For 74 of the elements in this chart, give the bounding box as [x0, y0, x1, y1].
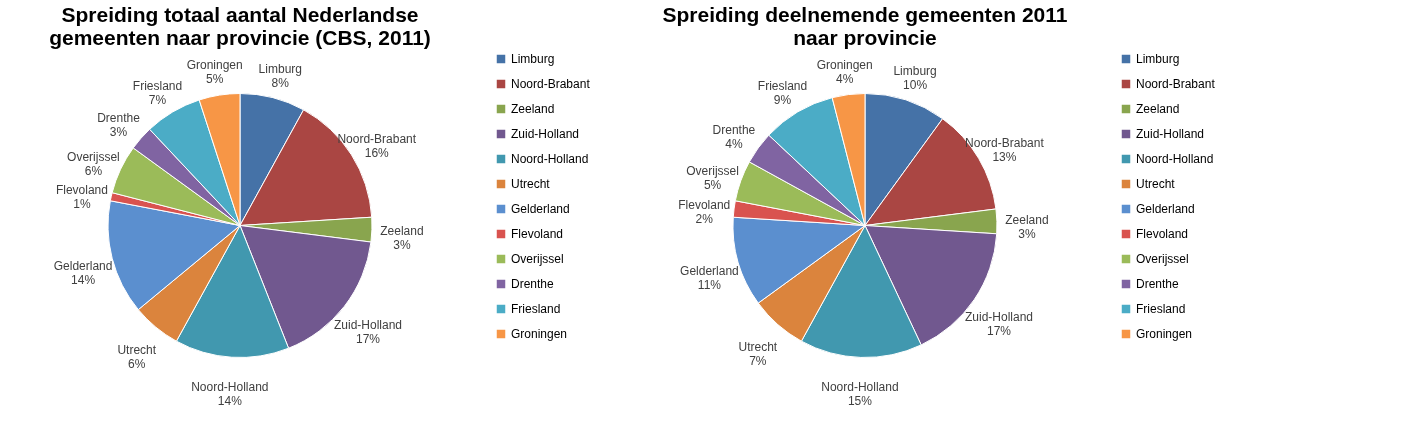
- slice-label: Utrecht: [738, 340, 778, 355]
- data-label: 17%: [355, 331, 381, 346]
- data-label: 7%: [148, 93, 167, 108]
- data-label: 16%: [364, 145, 390, 160]
- slice-label: Gelderland: [680, 263, 739, 278]
- data-label: 1%: [73, 197, 91, 212]
- slice-label: Noord-Brabant: [337, 131, 417, 146]
- legend-label: Drenthe: [511, 277, 555, 291]
- slice-label: Zuid-Holland: [964, 309, 1034, 324]
- slice-label: Zeeland: [380, 223, 424, 238]
- slice-label: Overijssel: [67, 149, 120, 164]
- data-label: 15%: [847, 394, 873, 409]
- legend-label: Groningen: [1136, 327, 1193, 341]
- legend-label: Zeeland: [1136, 102, 1180, 116]
- chart-title: Spreiding totaal aantal Nederlandse gemeenten naar provincie (CBS, 2011): [49, 3, 431, 49]
- legend-label: Groningen: [511, 327, 568, 341]
- legend-label: Gelderland: [511, 202, 570, 216]
- legend-label: Flevoland: [1136, 227, 1189, 241]
- data-label: 6%: [128, 357, 146, 372]
- slice-label: Drenthe: [712, 123, 756, 138]
- slice-label: Groningen: [186, 58, 243, 73]
- legend-label: Utrecht: [1136, 177, 1176, 191]
- legend-label: Utrecht: [511, 177, 551, 191]
- data-label: 5%: [703, 177, 722, 192]
- data-label: 6%: [84, 163, 103, 178]
- slice-label: Zeeland: [1005, 213, 1049, 228]
- data-label: 7%: [749, 354, 767, 369]
- data-label: 8%: [271, 75, 290, 90]
- data-label: 17%: [986, 323, 1012, 338]
- data-label: 4%: [836, 71, 854, 86]
- slice-label: Zuid-Holland: [333, 317, 403, 332]
- legend-label: Gelderland: [1136, 202, 1195, 216]
- slice-label: Limburg: [893, 64, 937, 79]
- legend-label: Noord-Brabant: [511, 77, 591, 91]
- slice-label: Friesland: [757, 79, 808, 94]
- slice-label: Friesland: [132, 79, 183, 94]
- legend-label: Noord-Brabant: [1136, 77, 1216, 91]
- slice-label: Drenthe: [97, 111, 141, 126]
- slice-label: Flevoland: [55, 183, 108, 198]
- legend-label: Drenthe: [1136, 277, 1180, 291]
- chart-title: Spreiding deelnemende gemeenten 2011 naar provincie: [662, 3, 1068, 49]
- data-label: 13%: [992, 150, 1017, 165]
- slice-label: Groningen: [816, 57, 873, 72]
- data-label: 3%: [1018, 227, 1036, 242]
- slice-label: Overijssel: [686, 163, 739, 178]
- legend-label: Noord-Holland: [511, 152, 589, 166]
- legend-label: Friesland: [1136, 302, 1186, 316]
- legend-label: Zuid-Holland: [511, 127, 580, 141]
- slice-label: Utrecht: [117, 343, 157, 358]
- slice-label: Noord-Holland: [191, 380, 269, 395]
- slice-label: Noord-Brabant: [965, 136, 1045, 151]
- legend-label: Overijssel: [1136, 252, 1189, 266]
- data-label: 11%: [697, 277, 722, 292]
- legend-label: Friesland: [511, 302, 561, 316]
- legend-label: Zeeland: [511, 102, 555, 116]
- data-label: 3%: [393, 237, 411, 252]
- legend-label: Flevoland: [511, 227, 564, 241]
- slice-label: Limburg: [258, 61, 302, 76]
- slice-label: Noord-Holland: [821, 380, 899, 395]
- data-label: 14%: [217, 394, 243, 409]
- data-label: 9%: [773, 93, 792, 108]
- legend-label: Zuid-Holland: [1136, 127, 1205, 141]
- legend-label: Limburg: [1136, 52, 1180, 66]
- legend-label: Overijssel: [511, 252, 564, 266]
- legend-label: Noord-Holland: [1136, 152, 1214, 166]
- slice-label: Flevoland: [678, 198, 731, 213]
- data-label: 10%: [903, 78, 928, 93]
- data-label: 5%: [205, 72, 224, 87]
- data-label: 2%: [695, 212, 714, 227]
- data-label: 4%: [725, 137, 743, 152]
- slice-label: Gelderland: [53, 258, 113, 273]
- legend-label: Limburg: [511, 52, 555, 66]
- data-label: 14%: [71, 272, 96, 287]
- data-label: 3%: [109, 125, 128, 140]
